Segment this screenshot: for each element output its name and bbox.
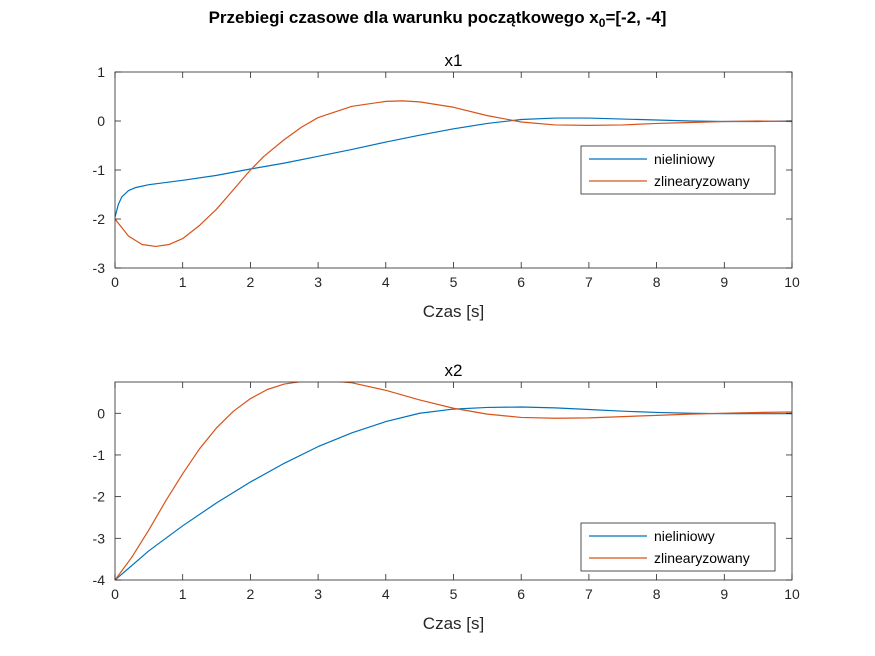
x-tick-label: 2 <box>247 274 255 290</box>
x-tick-label: 0 <box>111 274 119 290</box>
x-tick-label: 1 <box>179 586 187 602</box>
figure-title: Przebiegi czasowe dla warunku początkowe… <box>208 8 667 30</box>
x-tick-label: 5 <box>450 586 458 602</box>
subplot-x2: 0 1 2 3 4 5 6 7 8 9 10 -4 -3 -2 -1 0 x2 Czas [s] nieliniow… <box>93 361 800 633</box>
x-tick-label: 7 <box>585 586 593 602</box>
x-tick-label: 3 <box>314 274 322 290</box>
legend-label: nieliniowy <box>654 528 715 544</box>
x-tick-label: 4 <box>382 586 390 602</box>
x-tick-label: 4 <box>382 274 390 290</box>
y-tick-label: -1 <box>93 162 106 178</box>
x-axis-label: Czas [s] <box>423 614 484 633</box>
legend-box <box>580 145 776 195</box>
y-tick-label: -3 <box>93 260 106 276</box>
x-tick-label: 2 <box>247 586 255 602</box>
x-tick-label: 1 <box>179 274 187 290</box>
series-line-zlinearyzowany <box>115 100 792 248</box>
legend-label: zlinearyzowany <box>654 173 750 189</box>
x-tick-label: 7 <box>585 274 593 290</box>
x-tick-label: 10 <box>784 274 800 290</box>
series-line-nieliniowy <box>115 117 792 218</box>
y-tick-label: -2 <box>93 489 106 505</box>
legend-label: zlinearyzowany <box>654 550 750 566</box>
y-tick-label: 0 <box>97 113 105 129</box>
x-tick-label: 10 <box>784 586 800 602</box>
x-tick-label: 6 <box>517 274 525 290</box>
y-tick-label: -3 <box>93 530 106 546</box>
x-tick-label: 5 <box>450 274 458 290</box>
y-tick-label: -1 <box>93 447 106 463</box>
series-line-zlinearyzowany <box>115 382 792 580</box>
y-tick-label: 0 <box>97 405 105 421</box>
x-tick-label: 0 <box>111 586 119 602</box>
y-tick-label: -2 <box>93 211 106 227</box>
subplot-title: x2 <box>445 361 463 380</box>
x-tick-label: 8 <box>653 586 661 602</box>
legend-box <box>580 522 776 572</box>
subplot-x1: 0 1 2 3 4 5 6 7 8 9 10 -3 -2 -1 0 1 x1 Czas [s] nieliniowy… <box>93 51 800 321</box>
x-tick-label: 9 <box>720 274 728 290</box>
y-tick-label: 1 <box>97 64 105 80</box>
legend-label: nieliniowy <box>654 151 715 167</box>
x-tick-label: 3 <box>314 586 322 602</box>
y-tick-label: -4 <box>93 572 106 588</box>
legend: nieliniowy zlinearyzowany <box>580 522 776 572</box>
legend: nieliniowy zlinearyzowany <box>580 145 776 195</box>
x-axis-label: Czas [s] <box>423 302 484 321</box>
subplot-title: x1 <box>445 51 463 70</box>
x-tick-label: 9 <box>720 586 728 602</box>
x-tick-label: 6 <box>517 586 525 602</box>
series-line-nieliniowy <box>115 406 792 580</box>
x-tick-label: 8 <box>653 274 661 290</box>
